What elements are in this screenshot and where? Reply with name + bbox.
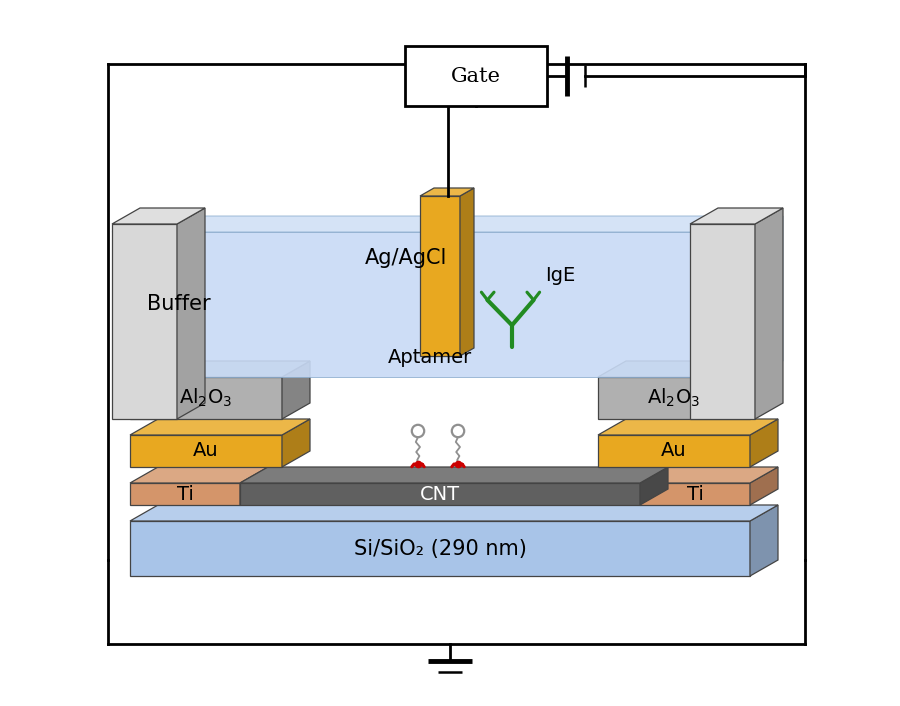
Polygon shape [598, 435, 750, 467]
Text: IgE: IgE [545, 266, 575, 285]
Polygon shape [640, 467, 668, 505]
Polygon shape [755, 208, 783, 419]
Text: Aptamer: Aptamer [388, 348, 472, 367]
Polygon shape [240, 467, 668, 483]
Text: Al$_2$O$_3$: Al$_2$O$_3$ [647, 387, 700, 409]
Polygon shape [130, 505, 778, 521]
Polygon shape [112, 216, 783, 232]
Polygon shape [130, 361, 310, 377]
Polygon shape [112, 232, 755, 377]
Text: Gate: Gate [451, 66, 501, 85]
Polygon shape [690, 224, 755, 419]
Polygon shape [240, 467, 268, 505]
FancyBboxPatch shape [405, 46, 547, 106]
Text: Al$_2$O$_3$: Al$_2$O$_3$ [179, 387, 232, 409]
Polygon shape [130, 483, 240, 505]
Polygon shape [640, 467, 778, 483]
Polygon shape [750, 505, 778, 576]
Text: Ti: Ti [176, 484, 194, 503]
Polygon shape [177, 208, 205, 419]
Polygon shape [755, 216, 783, 377]
Polygon shape [130, 521, 750, 576]
Polygon shape [750, 361, 778, 419]
Text: Ti: Ti [687, 484, 704, 503]
Polygon shape [130, 419, 310, 435]
Polygon shape [598, 419, 778, 435]
Polygon shape [130, 467, 268, 483]
Polygon shape [420, 196, 460, 356]
Polygon shape [598, 361, 778, 377]
Text: Au: Au [194, 441, 219, 460]
Text: Au: Au [662, 441, 687, 460]
Polygon shape [640, 483, 750, 505]
Polygon shape [598, 377, 750, 419]
Text: Ag/AgCl: Ag/AgCl [365, 248, 447, 268]
Polygon shape [690, 208, 783, 224]
Polygon shape [112, 208, 205, 224]
Polygon shape [750, 467, 778, 505]
Polygon shape [282, 419, 310, 467]
Polygon shape [130, 377, 282, 419]
Text: Buffer: Buffer [147, 294, 211, 314]
Polygon shape [240, 483, 640, 505]
Polygon shape [282, 361, 310, 419]
Text: CNT: CNT [420, 484, 460, 503]
Polygon shape [130, 435, 282, 467]
Polygon shape [112, 224, 177, 419]
Polygon shape [750, 419, 778, 467]
Polygon shape [460, 188, 474, 356]
Polygon shape [420, 188, 474, 196]
Text: Si/SiO₂ (290 nm): Si/SiO₂ (290 nm) [354, 539, 526, 558]
